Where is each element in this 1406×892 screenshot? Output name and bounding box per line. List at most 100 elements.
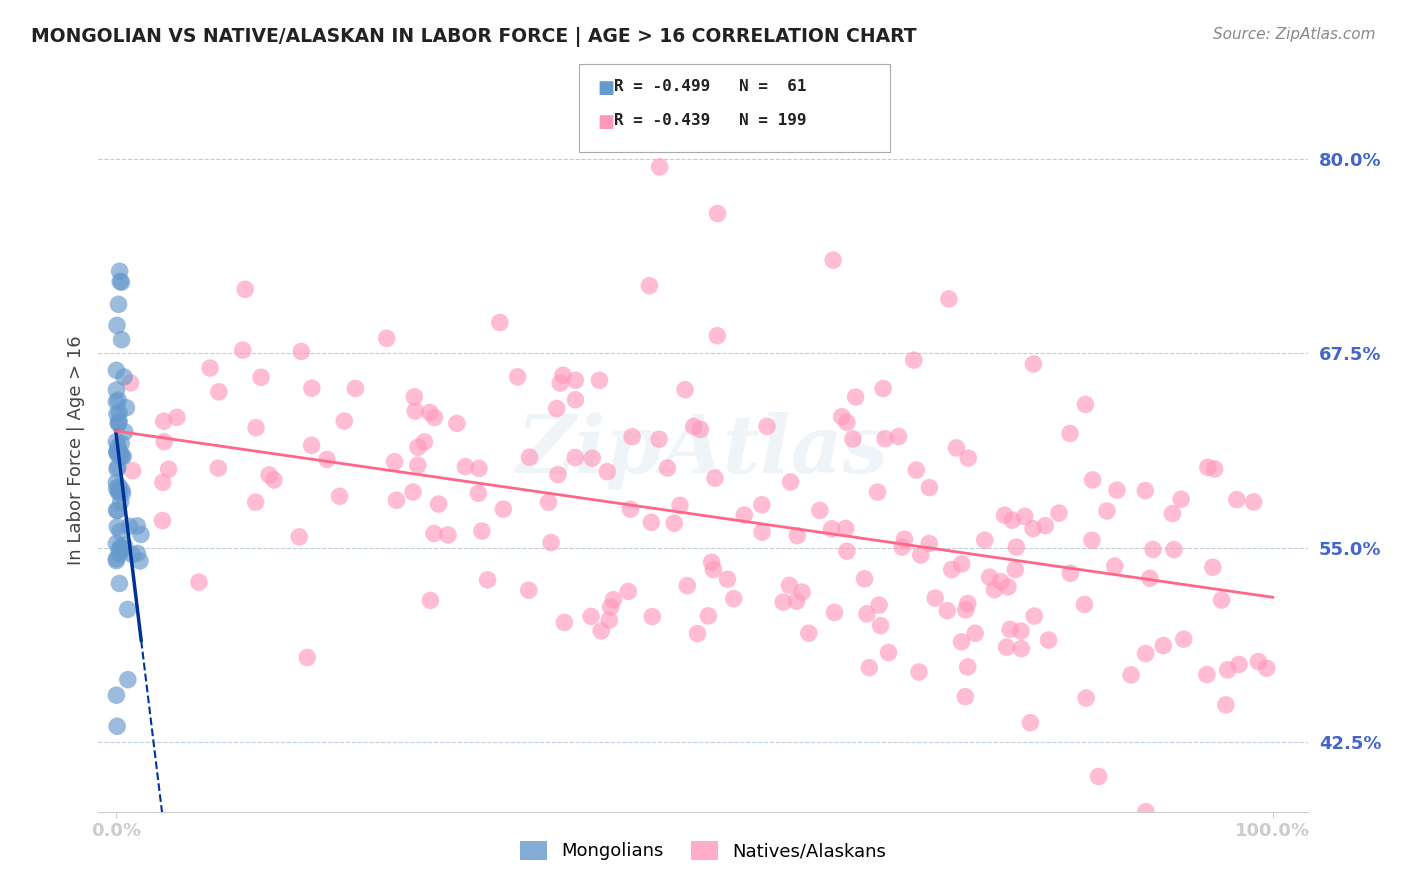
Point xyxy=(581,451,603,466)
Point xyxy=(723,591,745,606)
Point xyxy=(198,361,221,376)
Point xyxy=(703,471,725,485)
Point xyxy=(918,536,941,550)
Point xyxy=(477,573,499,587)
Point xyxy=(108,479,131,493)
Point xyxy=(1081,533,1104,548)
Point xyxy=(118,519,141,533)
Point xyxy=(1104,559,1126,574)
Point xyxy=(1197,460,1219,475)
Point xyxy=(105,445,128,459)
Text: ZipAtlas: ZipAtlas xyxy=(517,412,889,489)
Point xyxy=(402,485,425,500)
Point xyxy=(517,583,540,598)
Point xyxy=(1135,805,1157,819)
Point xyxy=(772,595,794,609)
Point xyxy=(1059,566,1081,581)
Point xyxy=(706,206,728,220)
Text: Source: ZipAtlas.com: Source: ZipAtlas.com xyxy=(1212,27,1375,42)
Point xyxy=(105,462,128,476)
Point xyxy=(108,405,131,419)
Point xyxy=(419,593,441,607)
Point xyxy=(1226,492,1249,507)
Point xyxy=(866,485,889,500)
Point xyxy=(547,467,569,482)
Point xyxy=(957,451,980,466)
Point xyxy=(111,483,134,497)
Point xyxy=(965,626,987,640)
Point xyxy=(108,547,131,561)
Point xyxy=(887,429,910,443)
Point xyxy=(956,597,979,611)
Point xyxy=(621,430,644,444)
Point xyxy=(245,495,267,509)
Point xyxy=(868,598,890,612)
Point xyxy=(617,584,640,599)
Point xyxy=(105,503,128,517)
Point xyxy=(845,390,868,404)
Point xyxy=(108,414,131,428)
Point xyxy=(406,458,429,472)
Point xyxy=(406,440,429,454)
Point xyxy=(786,594,808,608)
Point xyxy=(105,383,128,397)
Point xyxy=(166,410,188,425)
Point xyxy=(404,404,426,418)
Point xyxy=(979,570,1001,584)
Point xyxy=(1119,668,1142,682)
Point xyxy=(108,576,131,591)
Point xyxy=(121,548,143,562)
Point xyxy=(114,425,136,439)
Point xyxy=(1024,609,1046,624)
Point xyxy=(107,416,129,430)
Point xyxy=(808,503,831,517)
Point xyxy=(1173,632,1195,647)
Point xyxy=(797,626,820,640)
Point xyxy=(936,604,959,618)
Text: ■: ■ xyxy=(598,113,614,131)
Point xyxy=(105,475,128,490)
Point xyxy=(437,528,460,542)
Point xyxy=(1014,509,1036,524)
Point xyxy=(107,393,129,408)
Point xyxy=(301,438,323,452)
Point xyxy=(993,508,1015,523)
Point xyxy=(1135,647,1157,661)
Point xyxy=(385,493,408,508)
Point xyxy=(831,409,853,424)
Point xyxy=(110,446,132,460)
Point xyxy=(596,465,619,479)
Point xyxy=(1105,483,1128,497)
Point xyxy=(918,481,941,495)
Point xyxy=(110,275,132,289)
Point xyxy=(853,572,876,586)
Point xyxy=(153,434,176,449)
Point xyxy=(1195,667,1218,681)
Point xyxy=(983,582,1005,597)
Point xyxy=(938,292,960,306)
Point xyxy=(111,486,134,500)
Point xyxy=(1095,504,1118,518)
Point xyxy=(107,440,129,454)
Point xyxy=(288,530,311,544)
Point xyxy=(250,370,273,384)
Point xyxy=(997,580,1019,594)
Point xyxy=(121,464,143,478)
Point xyxy=(107,447,129,461)
Point xyxy=(107,484,129,499)
Point xyxy=(676,579,699,593)
Point xyxy=(823,253,845,268)
Point xyxy=(111,541,134,556)
Point xyxy=(682,419,704,434)
Point xyxy=(263,473,285,487)
Point xyxy=(648,160,671,174)
Point xyxy=(1170,492,1192,507)
Point xyxy=(955,690,977,704)
Point xyxy=(1216,663,1239,677)
Point xyxy=(105,318,128,333)
Point xyxy=(1204,462,1226,476)
Point xyxy=(108,264,131,278)
Point xyxy=(564,373,586,387)
Point xyxy=(1010,641,1032,656)
Point xyxy=(1038,633,1060,648)
